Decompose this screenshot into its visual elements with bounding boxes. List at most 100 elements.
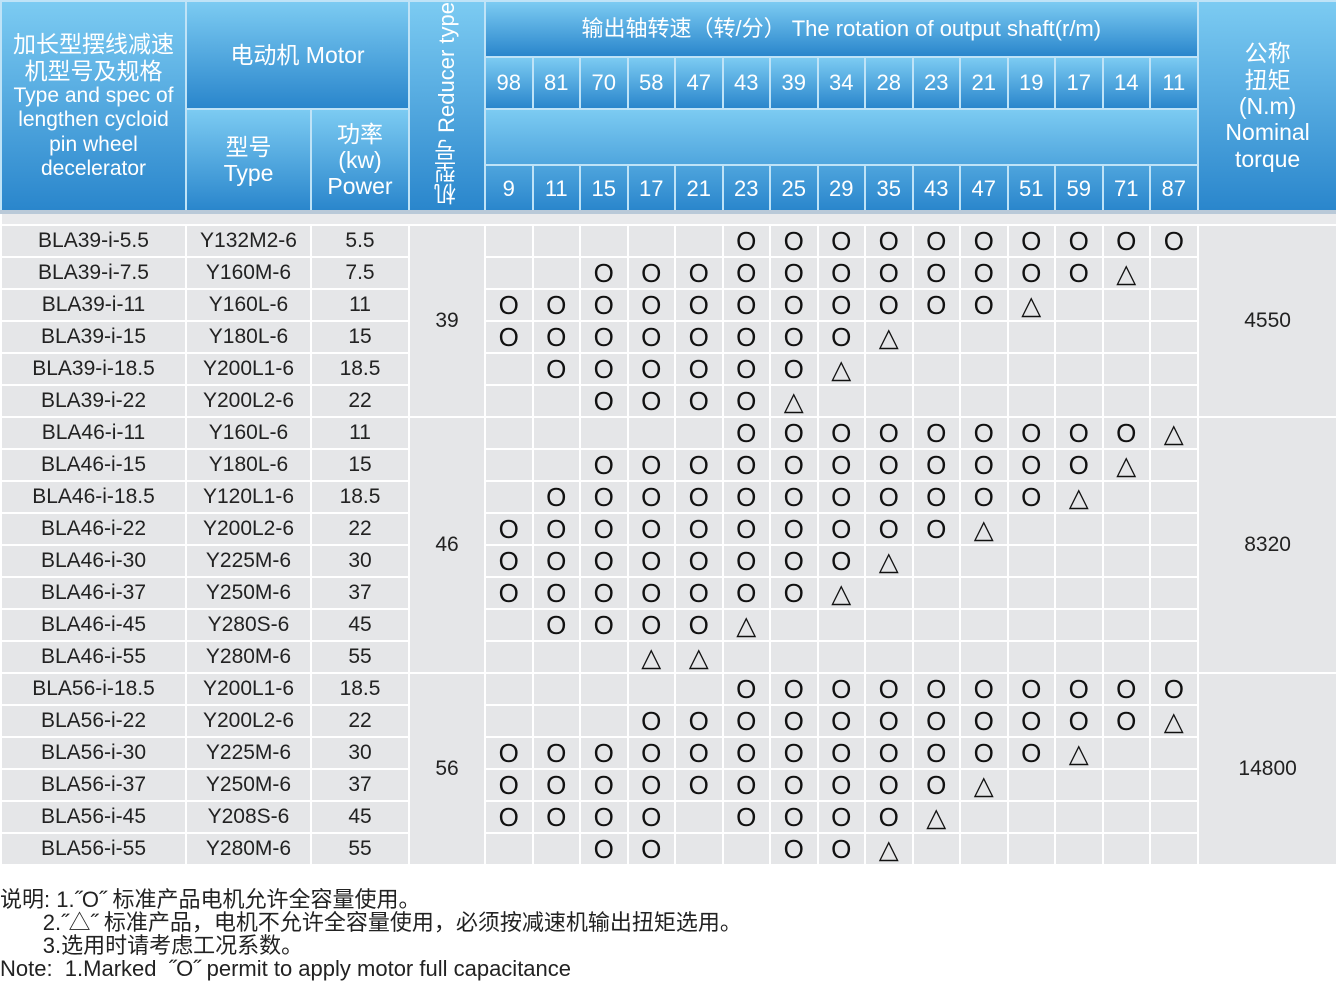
circle-mark-icon: O: [816, 416, 866, 451]
circle-mark-icon: O: [579, 256, 629, 291]
circle-mark-icon: O: [531, 288, 581, 323]
model-cell: BLA46-i-55: [0, 640, 187, 675]
motor-type-cell: Y160L-6: [185, 416, 312, 451]
circle-mark-icon: O: [674, 544, 724, 579]
empty-cell: [1149, 832, 1199, 867]
circle-mark-icon: O: [959, 416, 1009, 451]
empty-cell: [1054, 320, 1104, 355]
speed-top-11: 19: [1006, 55, 1056, 110]
table-row: BLA56-i-55 Y280M-6 55 O O O O △: [0, 832, 1336, 867]
circle-mark-icon: O: [959, 224, 1009, 259]
circle-mark-icon: O: [1006, 448, 1056, 483]
circle-mark-icon: O: [1006, 256, 1056, 291]
circle-mark-icon: O: [531, 576, 581, 611]
empty-cell: [816, 608, 866, 643]
circle-mark-icon: O: [816, 800, 866, 835]
triangle-mark-icon: △: [959, 768, 1009, 803]
table-row: BLA46-i-30 Y225M-6 30 O O O O O O O O △: [0, 544, 1336, 579]
power-cell: 5.5: [310, 224, 410, 259]
empty-cell: [769, 608, 819, 643]
empty-cell: [1101, 480, 1151, 515]
spacer-row: [0, 210, 1336, 227]
motor-type-cell: Y250M-6: [185, 576, 312, 611]
empty-cell: [1006, 352, 1056, 387]
circle-mark-icon: O: [911, 416, 961, 451]
power-cell: 22: [310, 384, 410, 419]
speed-bottom-2: 15: [579, 166, 627, 211]
triangle-mark-icon: △: [864, 544, 914, 579]
circle-mark-icon: O: [484, 288, 534, 323]
empty-cell: [1101, 576, 1151, 611]
circle-mark-icon: O: [1054, 224, 1104, 259]
power-cell: 30: [310, 736, 410, 771]
model-cell: BLA46-i-45: [0, 608, 187, 643]
speed-top-9: 23: [911, 55, 961, 110]
empty-cell: [1101, 736, 1151, 771]
table-row: BLA46-i-45 Y280S-6 45 O O O O △: [0, 608, 1336, 643]
empty-cell: [579, 704, 629, 739]
model-cell: BLA56-i-37: [0, 768, 187, 803]
model-cell: BLA39-i-7.5: [0, 256, 187, 291]
empty-cell: [1006, 768, 1056, 803]
empty-cell: [1149, 480, 1199, 515]
header-speed-title: 输出轴转速（转/分） The rotation of output shaft(…: [484, 0, 1199, 58]
circle-mark-icon: O: [864, 288, 914, 323]
triangle-mark-icon: △: [816, 576, 866, 611]
triangle-mark-icon: △: [674, 640, 724, 675]
triangle-mark-icon: △: [721, 608, 771, 643]
empty-cell: [1149, 768, 1199, 803]
empty-cell: [484, 224, 534, 259]
empty-cell: [579, 416, 629, 451]
circle-mark-icon: O: [626, 736, 676, 771]
circle-mark-icon: O: [626, 256, 676, 291]
circle-mark-icon: O: [959, 736, 1009, 771]
circle-mark-icon: O: [484, 320, 534, 355]
empty-cell: [1006, 576, 1056, 611]
triangle-mark-icon: △: [864, 320, 914, 355]
circle-mark-icon: O: [531, 768, 581, 803]
circle-mark-icon: O: [626, 608, 676, 643]
circle-mark-icon: O: [721, 288, 771, 323]
empty-cell: [484, 416, 534, 451]
circle-mark-icon: O: [769, 448, 819, 483]
circle-mark-icon: O: [721, 256, 771, 291]
empty-cell: [626, 416, 676, 451]
circle-mark-icon: O: [864, 672, 914, 707]
circle-mark-icon: O: [1006, 736, 1056, 771]
header-reducer-en: Reducer type: [434, 2, 460, 133]
empty-cell: [484, 608, 534, 643]
circle-mark-icon: O: [769, 800, 819, 835]
circle-mark-icon: O: [1006, 704, 1056, 739]
table-row: BLA46-i-11 Y160L-6 11 46 O O O O O O O O O △ 8320: [0, 416, 1336, 675]
circle-mark-icon: O: [816, 256, 866, 291]
circle-mark-icon: O: [911, 672, 961, 707]
empty-cell: [1101, 608, 1151, 643]
empty-cell: [674, 224, 724, 259]
circle-mark-icon: O: [816, 320, 866, 355]
circle-mark-icon: O: [674, 256, 724, 291]
circle-mark-icon: O: [721, 672, 771, 707]
model-cell: BLA46-i-11: [0, 416, 187, 451]
empty-cell: [1006, 608, 1056, 643]
empty-cell: [484, 384, 534, 419]
circle-mark-icon: O: [769, 352, 819, 387]
circle-mark-icon: O: [1054, 448, 1104, 483]
circle-mark-icon: O: [816, 512, 866, 547]
circle-mark-icon: O: [911, 256, 961, 291]
empty-cell: [864, 384, 914, 419]
empty-cell: [531, 704, 581, 739]
header-reducer: 机型号 Reducer type: [408, 0, 486, 214]
speed-bottom-4: 21: [674, 166, 722, 211]
circle-mark-icon: O: [579, 352, 629, 387]
empty-cell: [911, 352, 961, 387]
header-power-cn: 功率: [337, 120, 383, 147]
model-cell: BLA46-i-22: [0, 512, 187, 547]
circle-mark-icon: O: [769, 224, 819, 259]
table-row: BLA56-i-30 Y225M-6 30 O O O O O O O O O O O O △: [0, 736, 1336, 771]
circle-mark-icon: O: [579, 320, 629, 355]
circle-mark-icon: O: [626, 320, 676, 355]
empty-cell: [484, 672, 534, 707]
circle-mark-icon: O: [911, 704, 961, 739]
empty-cell: [626, 672, 676, 707]
model-cell: BLA56-i-22: [0, 704, 187, 739]
